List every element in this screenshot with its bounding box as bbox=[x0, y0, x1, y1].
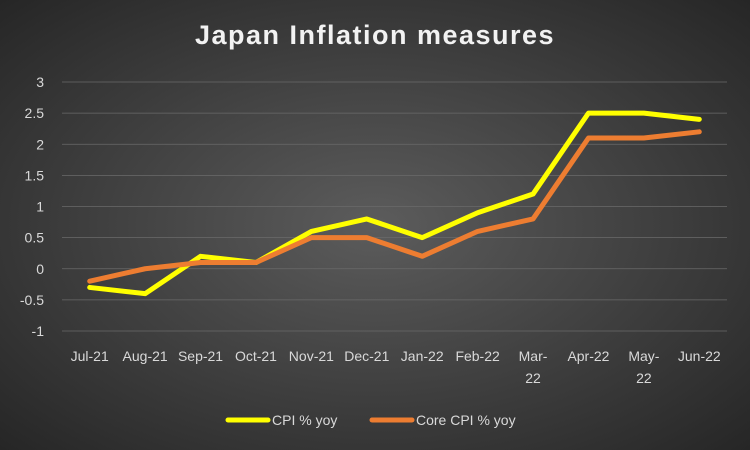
x-tick-label: Jul-21 bbox=[71, 348, 109, 364]
y-tick-label: 1.5 bbox=[25, 167, 45, 183]
legend-label: CPI % yoy bbox=[272, 412, 337, 428]
y-tick-label: 0.5 bbox=[25, 230, 45, 246]
x-tick-label: Jun-22 bbox=[678, 348, 721, 364]
x-tick-label: Aug-21 bbox=[123, 348, 168, 364]
x-tick-label: Nov-21 bbox=[289, 348, 334, 364]
y-tick-label: -1 bbox=[32, 323, 45, 339]
x-tick-label: Sep-21 bbox=[178, 348, 223, 364]
x-tick-label: May-22 bbox=[628, 348, 659, 386]
y-tick-label: 0 bbox=[36, 261, 44, 277]
x-tick-label: Feb-22 bbox=[455, 348, 500, 364]
y-tick-label: 3 bbox=[36, 74, 44, 90]
series-line-core-cpi bbox=[87, 129, 702, 284]
y-tick-label: 2.5 bbox=[25, 105, 45, 121]
legend-label: Core CPI % yoy bbox=[416, 412, 516, 428]
x-tick-label: Jan-22 bbox=[401, 348, 444, 364]
y-tick-label: -0.5 bbox=[20, 292, 44, 308]
x-tick-label: Oct-21 bbox=[235, 348, 277, 364]
y-tick-label: 1 bbox=[36, 199, 44, 215]
x-tick-label: Dec-21 bbox=[344, 348, 389, 364]
x-tick-label: Apr-22 bbox=[567, 348, 609, 364]
y-tick-label: 2 bbox=[36, 136, 44, 152]
x-tick-label: Mar-22 bbox=[519, 348, 548, 386]
chart-title: Japan Inflation measures bbox=[194, 20, 556, 50]
